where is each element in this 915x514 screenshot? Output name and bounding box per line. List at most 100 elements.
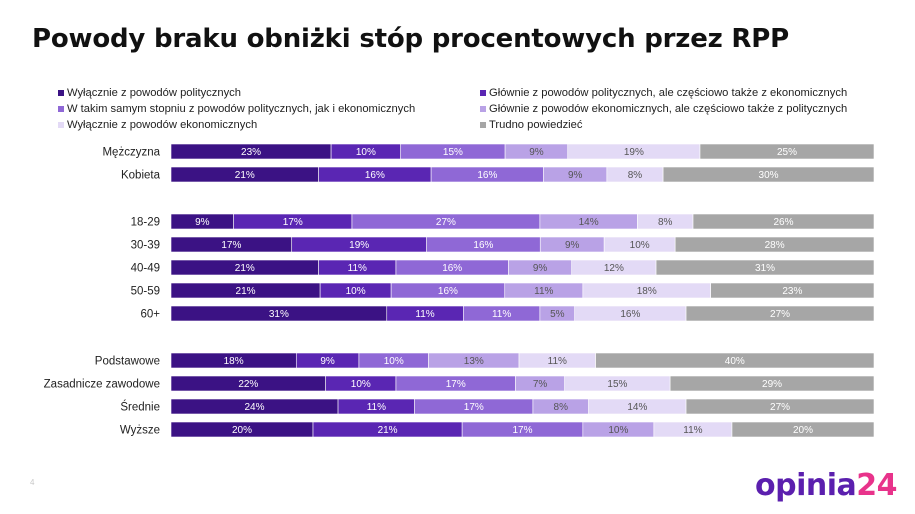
data-label: 10% <box>351 379 371 390</box>
bar-segment <box>595 352 875 369</box>
data-label: 40% <box>725 356 745 367</box>
data-label: 27% <box>436 217 456 228</box>
data-label: 16% <box>477 170 497 181</box>
data-label: 8% <box>554 402 569 413</box>
data-label: 19% <box>624 147 644 158</box>
data-label: 11% <box>534 286 553 297</box>
data-label: 14% <box>579 217 599 228</box>
category-label: 30-39 <box>131 240 160 252</box>
legend-label: Wyłącznie z powodów politycznych <box>67 86 242 99</box>
data-label: 23% <box>782 286 802 297</box>
bar-segment <box>710 282 875 299</box>
data-label: 9% <box>565 240 580 251</box>
data-label: 11% <box>415 309 434 320</box>
category-label: Średnie <box>120 401 160 414</box>
data-label: 21% <box>235 170 255 181</box>
legend-label: Wyłącznie z powodów ekonomicznych <box>67 118 258 131</box>
data-label: 16% <box>365 170 385 181</box>
data-label: 22% <box>238 379 258 390</box>
data-label: 16% <box>438 286 458 297</box>
data-label: 13% <box>464 356 484 367</box>
legend-item: Wyłącznie z powodów ekonomicznych <box>58 117 257 132</box>
bar-segment <box>655 259 875 276</box>
data-label: 18% <box>637 286 657 297</box>
legend-item: W takim samym stopniu z powodów politycz… <box>58 101 415 116</box>
data-label: 11% <box>492 309 511 320</box>
data-label: 16% <box>473 240 493 251</box>
data-label: 30% <box>759 170 779 181</box>
legend-label: W takim samym stopniu z powodów politycz… <box>67 102 416 115</box>
page-number: 4 <box>30 478 35 487</box>
data-label: 17% <box>446 379 466 390</box>
category-label: Wyższe <box>120 425 160 437</box>
opinia24-logo: opinia24 <box>755 468 898 503</box>
bar-segment <box>699 143 875 160</box>
data-label: 9% <box>529 147 544 158</box>
bar-segment <box>692 213 875 230</box>
data-label: 17% <box>512 425 532 436</box>
category-label: 60+ <box>140 309 160 321</box>
category-label: Kobieta <box>121 170 161 182</box>
legend-swatch <box>480 89 486 96</box>
data-label: 21% <box>235 263 255 274</box>
bar-segment <box>685 305 875 322</box>
data-label: 9% <box>568 170 583 181</box>
data-label: 17% <box>464 402 484 413</box>
legend-item: Głównie z powodów politycznych, ale częś… <box>480 85 847 100</box>
legend-swatch <box>58 89 64 96</box>
legend-item: Trudno powiedzieć <box>480 117 583 132</box>
legend-swatch <box>58 121 64 128</box>
data-label: 23% <box>241 147 261 158</box>
category-label: Mężczyzna <box>102 147 160 159</box>
data-label: 21% <box>236 286 256 297</box>
data-label: 8% <box>628 170 643 181</box>
data-label: 5% <box>550 309 565 320</box>
data-label: 11% <box>348 263 367 274</box>
data-label: 10% <box>356 147 376 158</box>
data-label: 18% <box>224 356 244 367</box>
category-label: 50-59 <box>131 286 160 298</box>
page-title: Powody braku obniżki stóp procentowych p… <box>32 24 789 54</box>
data-label: 20% <box>793 425 813 436</box>
logo-text: opinia <box>755 468 857 503</box>
data-label: 9% <box>320 356 335 367</box>
legend-label: Trudno powiedzieć <box>489 118 583 131</box>
bar-segment <box>731 421 875 438</box>
data-label: 9% <box>533 263 548 274</box>
data-label: 26% <box>774 217 794 228</box>
category-label: 40-49 <box>131 263 160 275</box>
data-label: 11% <box>683 425 702 436</box>
data-label: 24% <box>245 402 265 413</box>
bar-segment <box>662 166 875 183</box>
data-label: 12% <box>604 263 624 274</box>
data-label: 29% <box>762 379 782 390</box>
logo-number: 24 <box>856 468 898 503</box>
legend-swatch <box>58 105 64 112</box>
bar-segment <box>674 236 875 253</box>
legend-item: Głównie z powodów ekonomicznych, ale czę… <box>480 101 847 116</box>
legend-label: Głównie z powodów ekonomicznych, ale czę… <box>489 102 848 115</box>
data-label: 10% <box>346 286 366 297</box>
legend-swatch <box>480 121 486 128</box>
data-label: 20% <box>232 425 252 436</box>
bar-segment <box>685 398 875 415</box>
data-label: 10% <box>608 425 628 436</box>
data-label: 21% <box>378 425 398 436</box>
bar-segment <box>669 375 875 392</box>
data-label: 14% <box>627 402 647 413</box>
data-label: 15% <box>443 147 463 158</box>
data-label: 10% <box>384 356 404 367</box>
data-label: 17% <box>283 217 303 228</box>
data-label: 11% <box>367 402 386 413</box>
data-label: 31% <box>755 263 775 274</box>
data-label: 31% <box>269 309 289 320</box>
data-label: 8% <box>658 217 673 228</box>
data-label: 17% <box>221 240 241 251</box>
legend-label: Głównie z powodów politycznych, ale częś… <box>489 86 848 99</box>
legend-swatch <box>480 105 486 112</box>
data-label: 28% <box>765 240 785 251</box>
data-label: 11% <box>548 356 567 367</box>
data-label: 15% <box>607 379 627 390</box>
data-label: 16% <box>442 263 462 274</box>
